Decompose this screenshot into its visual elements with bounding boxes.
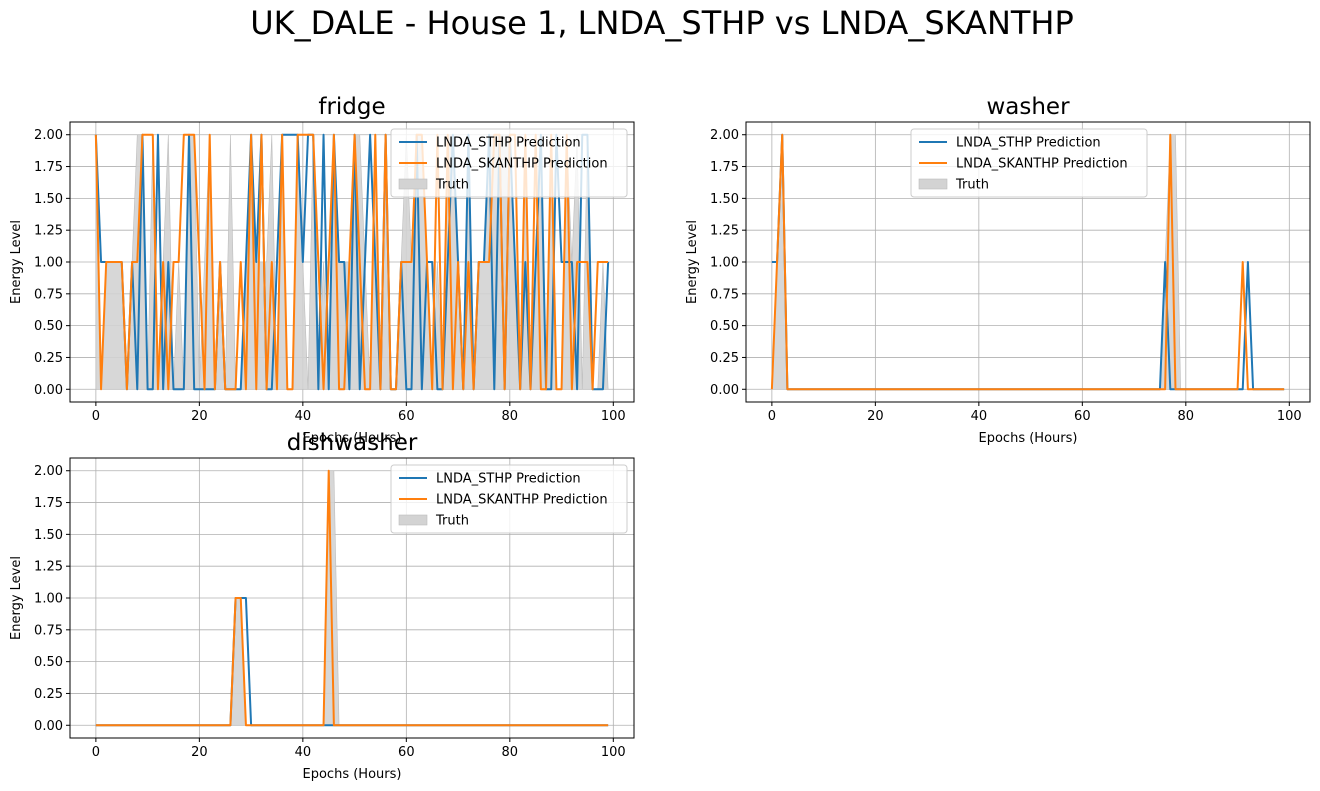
- legend-box: [390, 128, 628, 198]
- x-tick-label: 80: [1178, 409, 1195, 424]
- series-skanthp-line: [94, 133, 609, 391]
- x-tick-label: 40: [295, 409, 312, 424]
- legend-label: LNDA_SKANTHP Prediction: [956, 157, 1128, 172]
- x-tick-label: 20: [867, 409, 884, 424]
- y-tick-label: 0.75: [710, 287, 739, 302]
- x-tick-label: 60: [1074, 409, 1091, 424]
- legend-label: LNDA_STHP Prediction: [436, 136, 581, 151]
- y-tick-label: 0.00: [34, 719, 63, 734]
- y-tick-label: 0.75: [34, 287, 63, 302]
- x-tick-label: 60: [398, 409, 415, 424]
- x-tick-label: 20: [191, 409, 208, 424]
- x-tick-label: 40: [295, 745, 312, 760]
- y-tick-label: 1.50: [34, 192, 63, 207]
- x-tick-label: 100: [601, 409, 626, 424]
- x-axis-label: Epochs (Hours): [979, 431, 1078, 446]
- y-axis-label: Energy Level: [685, 220, 700, 304]
- x-tick-label: 100: [601, 745, 626, 760]
- y-tick-label: 1.00: [710, 256, 739, 271]
- y-tick-label: 0.50: [34, 319, 63, 334]
- y-tick-label: 1.25: [710, 224, 739, 239]
- x-tick-label: 80: [502, 409, 519, 424]
- y-tick-label: 0.25: [710, 351, 739, 366]
- y-tick-label: 1.75: [34, 496, 63, 511]
- plot-area: [95, 469, 609, 727]
- legend-label: Truth: [955, 178, 989, 193]
- legend: LNDA_STHP Prediction LNDA_SKANTHP Predict…: [390, 464, 628, 534]
- y-tick-label: 0.75: [34, 623, 63, 638]
- subplot-title: dishwasher: [287, 430, 418, 456]
- y-tick-label: 1.25: [34, 560, 63, 575]
- x-tick-label: 0: [92, 745, 100, 760]
- y-tick-label: 2.00: [34, 128, 63, 143]
- plot-area: [770, 133, 1285, 391]
- x-tick-label: 60: [398, 745, 415, 760]
- y-axis-label: Energy Level: [9, 220, 24, 304]
- y-tick-label: 0.25: [34, 687, 63, 702]
- y-tick-label: 1.00: [34, 592, 63, 607]
- x-tick-label: 0: [768, 409, 776, 424]
- x-axis-label: Epochs (Hours): [303, 431, 402, 446]
- subplot-dishwasher: 0 20 40 60 80 100 0.00 0.25 0.50 0.75 1.00 1.25 1.50…: [9, 430, 635, 782]
- legend-label: LNDA_STHP Prediction: [956, 136, 1101, 151]
- series-skanthp-line: [95, 469, 609, 727]
- legend-swatch-truth: [398, 178, 428, 190]
- subplot-fridge: 0 20 40 60 80 100 0.00 0.25 0.50 0.75 1.00 1.25 1.50…: [9, 94, 635, 446]
- legend-label: Truth: [435, 178, 469, 193]
- y-tick-label: 1.50: [710, 192, 739, 207]
- y-tick-label: 2.00: [34, 464, 63, 479]
- x-tick-label: 0: [92, 409, 100, 424]
- series-sthp-line: [94, 133, 610, 391]
- legend-swatch-truth: [398, 514, 428, 526]
- legend-box: [910, 128, 1148, 198]
- y-tick-label: 2.00: [710, 128, 739, 143]
- y-tick-label: 0.25: [34, 351, 63, 366]
- legend-swatch-truth: [918, 178, 948, 190]
- suptitle: UK_DALE - House 1, LNDA_STHP vs LNDA_SKA…: [250, 4, 1074, 42]
- y-tick-label: 1.00: [34, 256, 63, 271]
- y-tick-label: 1.25: [34, 224, 63, 239]
- legend-label: LNDA_SKANTHP Prediction: [436, 157, 608, 172]
- subplot-washer: 0 20 40 60 80 100 0.00 0.25 0.50 0.75 1.00 1.25 1.50…: [685, 94, 1311, 446]
- y-tick-label: 0.50: [710, 319, 739, 334]
- x-tick-label: 100: [1277, 409, 1302, 424]
- x-tick-label: 80: [502, 745, 519, 760]
- y-tick-label: 1.75: [710, 160, 739, 175]
- legend: LNDA_STHP Prediction LNDA_SKANTHP Predict…: [390, 128, 628, 198]
- x-axis-label: Epochs (Hours): [303, 767, 402, 782]
- x-tick-label: 40: [971, 409, 988, 424]
- y-tick-label: 0.50: [34, 655, 63, 670]
- legend-label: LNDA_STHP Prediction: [436, 472, 581, 487]
- x-tick-label: 20: [191, 745, 208, 760]
- y-tick-label: 0.00: [710, 383, 739, 398]
- legend-box: [390, 464, 628, 534]
- y-tick-label: 1.50: [34, 528, 63, 543]
- subplots: 0 20 40 60 80 100 0.00 0.25 0.50 0.75 1.00 1.25 1.50…: [9, 94, 1311, 782]
- subplot-title: fridge: [318, 94, 385, 120]
- legend: LNDA_STHP Prediction LNDA_SKANTHP Predict…: [910, 128, 1148, 198]
- series-skanthp-line: [770, 133, 1285, 391]
- legend-label: Truth: [435, 514, 469, 529]
- subplot-title: washer: [986, 94, 1070, 120]
- y-tick-label: 0.00: [34, 383, 63, 398]
- legend-label: LNDA_SKANTHP Prediction: [436, 493, 608, 508]
- y-tick-label: 1.75: [34, 160, 63, 175]
- y-axis-label: Energy Level: [9, 556, 24, 640]
